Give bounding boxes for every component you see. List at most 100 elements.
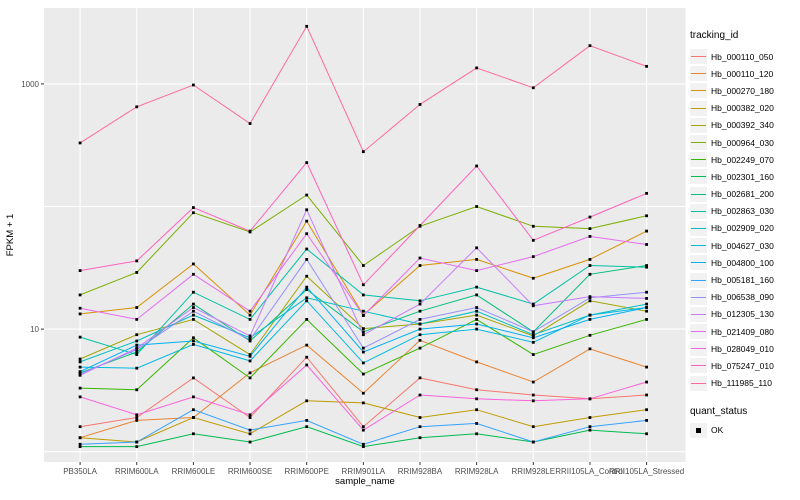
data-point xyxy=(248,334,252,338)
legend-item-label: Hb_111985_110 xyxy=(711,378,772,389)
data-point xyxy=(192,290,195,294)
legend-item-label: Hb_000964_030 xyxy=(711,137,774,148)
data-point xyxy=(248,440,252,444)
legend-key-icon xyxy=(690,289,707,305)
data-point xyxy=(192,432,195,436)
data-point xyxy=(135,105,139,109)
data-point xyxy=(305,363,309,367)
data-point xyxy=(305,399,309,403)
data-point xyxy=(78,436,82,440)
x-tick-label: RRIM600SE xyxy=(228,467,272,476)
data-point xyxy=(645,214,648,218)
legend-item-label: Hb_000110_050 xyxy=(711,51,774,62)
data-point xyxy=(248,428,252,432)
data-point xyxy=(531,304,535,308)
data-point xyxy=(305,208,309,212)
legend-key-icon xyxy=(690,272,707,288)
legend-item: Hb_000382_020 xyxy=(690,100,800,117)
data-point xyxy=(531,86,535,90)
data-point xyxy=(588,295,592,299)
data-point xyxy=(645,432,648,436)
data-point xyxy=(418,302,422,306)
data-point xyxy=(248,376,252,380)
data-point xyxy=(78,386,82,390)
legend-key-icon xyxy=(690,49,707,65)
data-point xyxy=(248,313,252,317)
legend: tracking_id Hb_000110_050 Hb_000110_120 Hb… xyxy=(690,30,800,439)
legend-key-icon xyxy=(690,306,707,322)
legend-key-icon xyxy=(690,152,707,168)
quant-status-legend-items: OK xyxy=(690,422,800,439)
data-point xyxy=(78,442,82,446)
data-point xyxy=(475,285,479,289)
legend-item-label: Hb_028049_010 xyxy=(711,343,774,354)
x-tick-label: RRIM600LE xyxy=(172,467,216,476)
data-point xyxy=(361,391,365,395)
legend-item: Hb_000270_180 xyxy=(690,82,800,99)
data-point xyxy=(192,317,195,321)
data-point xyxy=(305,317,309,321)
data-point xyxy=(531,336,535,340)
legend-key-icon xyxy=(690,324,707,340)
legend-title-tracking-id: tracking_id xyxy=(690,30,739,41)
data-point xyxy=(361,401,365,405)
data-point xyxy=(305,247,309,251)
data-point xyxy=(475,388,479,392)
legend-item: Hb_002863_030 xyxy=(690,203,800,220)
legend-item-label: Hb_004800_100 xyxy=(711,257,774,268)
data-point xyxy=(192,211,195,215)
x-tick-label: PB350LA xyxy=(63,467,97,476)
legend-item-label: Hb_000270_180 xyxy=(711,85,774,96)
data-point xyxy=(361,309,365,313)
data-point xyxy=(361,350,365,354)
data-point xyxy=(361,428,365,432)
data-point xyxy=(475,327,479,331)
data-point xyxy=(192,306,195,309)
data-point xyxy=(588,333,592,337)
data-point xyxy=(135,333,139,337)
legend-item: Hb_021409_080 xyxy=(690,323,800,340)
data-point xyxy=(645,365,648,369)
data-point xyxy=(418,376,422,380)
legend-key-icon xyxy=(690,238,707,254)
legend-item: Hb_002249_070 xyxy=(690,151,800,168)
data-point xyxy=(78,373,82,377)
data-point xyxy=(588,428,592,432)
legend-item-label: Hb_002301_160 xyxy=(711,171,774,182)
data-point xyxy=(588,299,592,303)
x-tick-label: RRIM928BA xyxy=(398,467,443,476)
legend-item: Hb_000392_340 xyxy=(690,117,800,134)
data-point xyxy=(305,419,309,422)
data-point xyxy=(192,83,195,87)
legend-item: Hb_006538_090 xyxy=(690,289,800,306)
data-point xyxy=(361,293,365,297)
legend-key-icon xyxy=(690,66,707,82)
legend-item: Hb_004800_100 xyxy=(690,254,800,271)
data-point xyxy=(135,353,139,356)
data-point xyxy=(305,296,309,300)
data-point xyxy=(475,317,479,321)
data-point xyxy=(531,393,535,397)
data-point xyxy=(78,141,82,145)
legend-title-quant-status: quant_status xyxy=(690,405,748,417)
legend-item: Hb_000964_030 xyxy=(690,134,800,151)
x-tick-label: RRIM600PE xyxy=(284,467,328,476)
data-point xyxy=(475,269,479,273)
data-point xyxy=(248,122,252,125)
data-point xyxy=(135,306,139,309)
data-point xyxy=(531,330,535,334)
quant-legend-item: OK xyxy=(690,422,800,439)
data-point xyxy=(531,302,535,306)
data-point xyxy=(248,359,252,363)
data-point xyxy=(475,306,479,309)
data-point xyxy=(192,272,195,276)
legend-item-label: Hb_002681_200 xyxy=(711,189,774,200)
data-point xyxy=(361,442,365,446)
data-point xyxy=(248,413,252,417)
data-point xyxy=(305,232,309,236)
data-point xyxy=(475,397,479,401)
data-point xyxy=(192,302,195,306)
data-point xyxy=(475,246,479,250)
data-point xyxy=(418,327,422,331)
data-point xyxy=(135,350,139,354)
